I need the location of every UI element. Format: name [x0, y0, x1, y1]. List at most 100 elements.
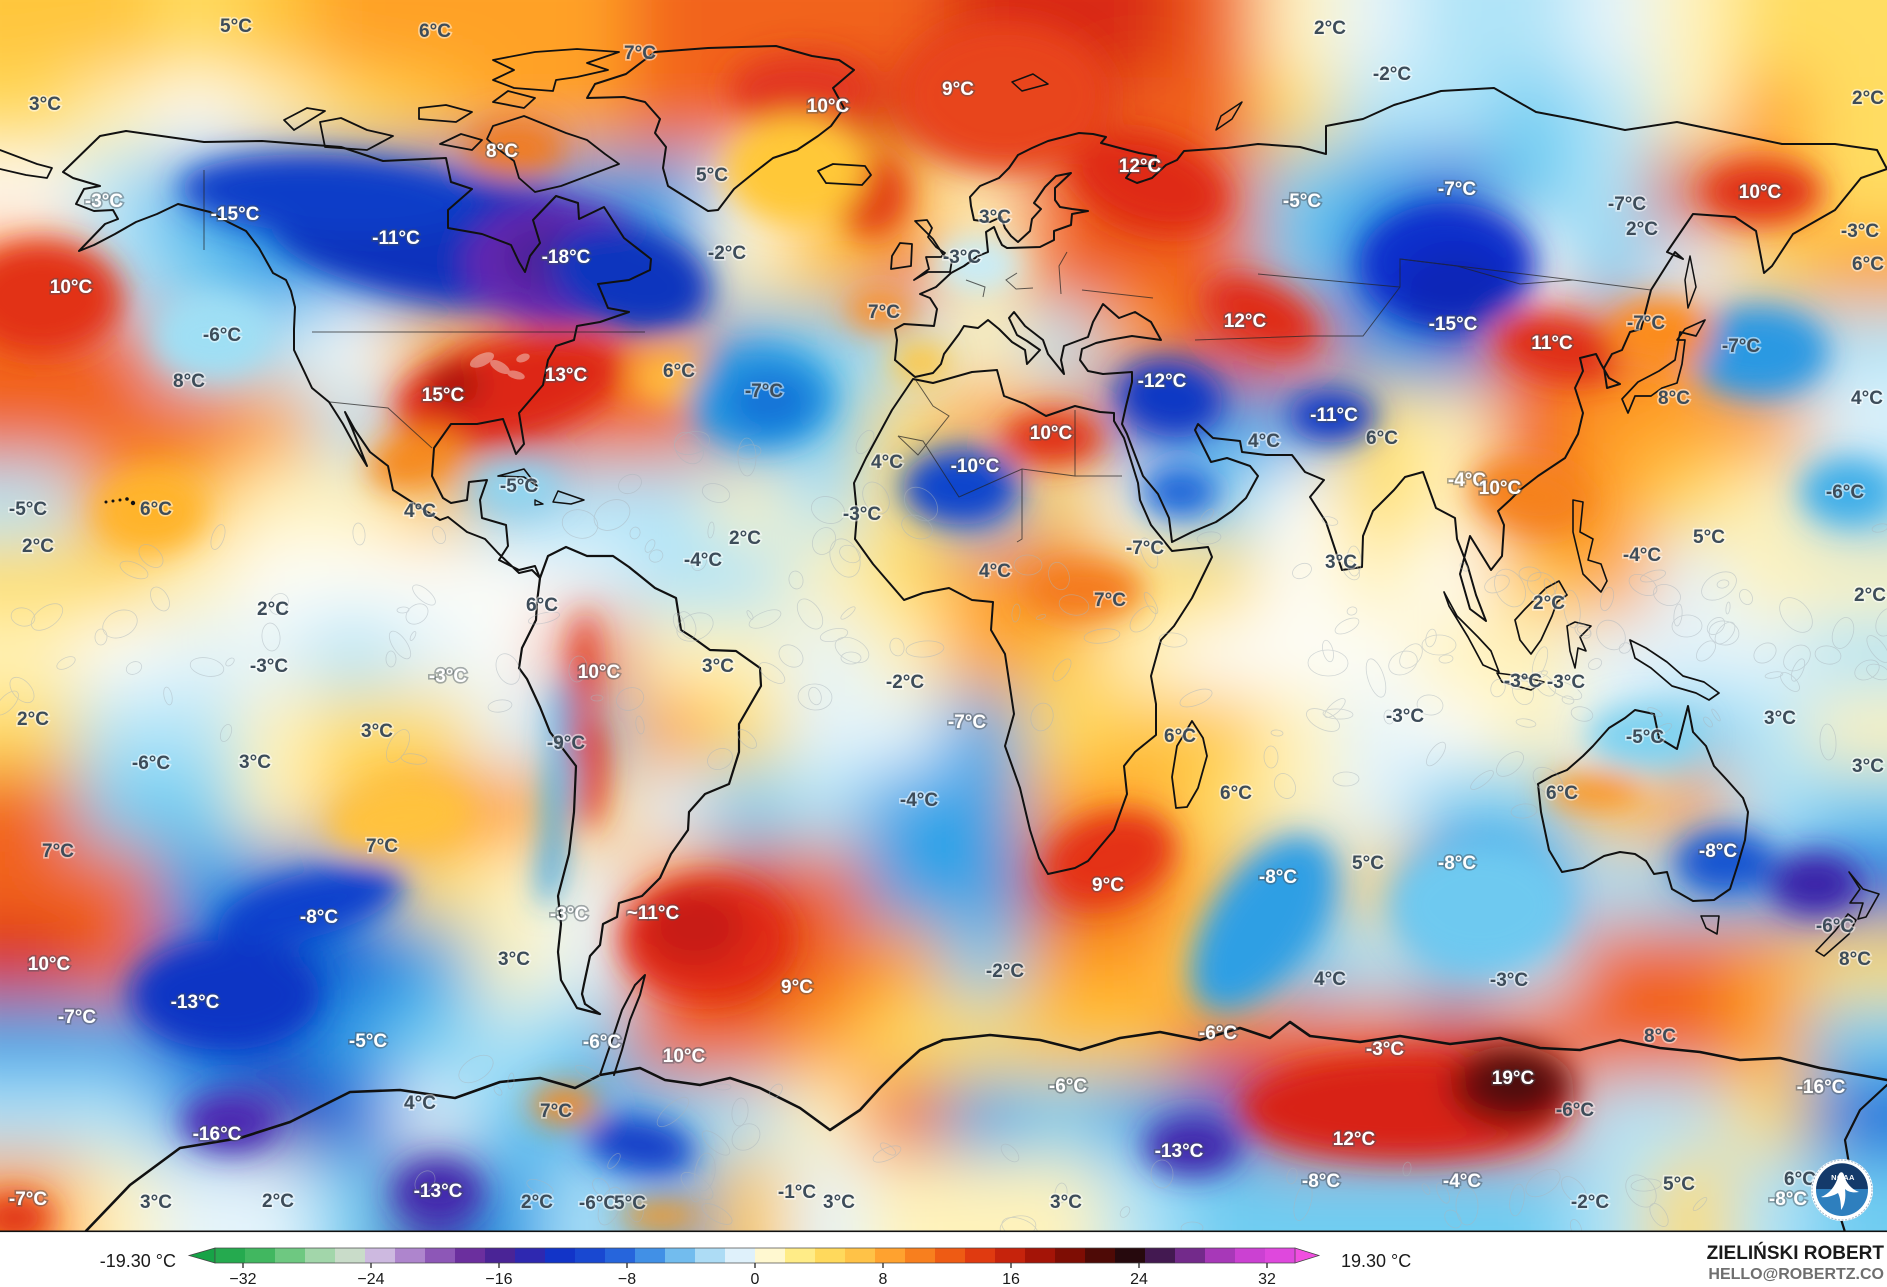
svg-text:2°C: 2°C — [1854, 585, 1886, 606]
svg-text:2°C: 2°C — [262, 1191, 294, 1212]
svg-text:6°C: 6°C — [1220, 783, 1252, 804]
svg-text:-8°C: -8°C — [1438, 853, 1476, 874]
svg-text:-3°C: -3°C — [1841, 221, 1879, 242]
svg-text:19.30 °C: 19.30 °C — [1341, 1251, 1411, 1271]
svg-text:-2°C: -2°C — [1571, 1192, 1609, 1213]
svg-text:3°C: 3°C — [1325, 552, 1357, 573]
svg-text:-2°C: -2°C — [708, 243, 746, 264]
svg-text:-4°C: -4°C — [1443, 1171, 1481, 1192]
svg-text:-7°C: -7°C — [745, 381, 783, 402]
svg-text:-7°C: -7°C — [58, 1007, 96, 1028]
svg-text:2°C: 2°C — [729, 528, 761, 549]
svg-text:7°C: 7°C — [42, 841, 74, 862]
svg-text:-15°C: -15°C — [1429, 314, 1478, 335]
svg-text:-5°C: -5°C — [500, 476, 538, 497]
svg-text:-16°C: -16°C — [1797, 1077, 1846, 1098]
svg-text:~11°C: ~11°C — [627, 903, 680, 924]
svg-text:9°C: 9°C — [781, 977, 813, 998]
svg-text:-11°C: -11°C — [1310, 405, 1358, 426]
svg-text:4°C: 4°C — [404, 1093, 436, 1114]
svg-text:6°C: 6°C — [1852, 254, 1884, 275]
svg-text:7°C: 7°C — [1094, 590, 1126, 611]
svg-text:8: 8 — [879, 1271, 888, 1287]
svg-text:-3°C: -3°C — [943, 247, 981, 268]
svg-text:16: 16 — [1002, 1271, 1020, 1287]
svg-text:-15°C: -15°C — [211, 204, 260, 225]
svg-text:4°C: 4°C — [979, 561, 1011, 582]
svg-text:8°C: 8°C — [1644, 1026, 1676, 1047]
svg-text:6°C: 6°C — [1546, 783, 1578, 804]
svg-text:-6°C: -6°C — [132, 753, 170, 774]
svg-text:8°C: 8°C — [1839, 949, 1871, 970]
svg-text:3°C: 3°C — [1852, 756, 1884, 777]
svg-text:−16: −16 — [485, 1271, 512, 1287]
svg-text:-3°C: -3°C — [1547, 672, 1585, 693]
svg-text:-4°C: -4°C — [684, 550, 722, 571]
svg-text:-7°C: -7°C — [1627, 313, 1665, 334]
svg-text:2°C: 2°C — [1852, 88, 1884, 109]
svg-text:-13°C: -13°C — [171, 992, 220, 1013]
svg-text:5°C: 5°C — [1352, 853, 1384, 874]
svg-text:-6°C: -6°C — [579, 1193, 617, 1214]
svg-text:10°C: 10°C — [807, 96, 850, 117]
svg-text:5°C: 5°C — [220, 16, 252, 37]
svg-text:5°C: 5°C — [696, 165, 728, 186]
svg-text:-6°C: -6°C — [1199, 1023, 1237, 1044]
svg-text:6°C: 6°C — [419, 21, 451, 42]
svg-text:4°C: 4°C — [1314, 969, 1346, 990]
svg-text:-5°C: -5°C — [9, 499, 47, 520]
svg-text:-7°C: -7°C — [948, 712, 986, 733]
svg-text:-3°C: -3°C — [429, 666, 467, 687]
svg-text:-3°C: -3°C — [85, 191, 123, 212]
svg-text:-2°C: -2°C — [1373, 64, 1411, 85]
svg-text:−32: −32 — [229, 1271, 256, 1287]
svg-text:4°C: 4°C — [1851, 388, 1883, 409]
svg-text:-7°C: -7°C — [1438, 179, 1476, 200]
svg-text:5°C: 5°C — [1663, 1174, 1695, 1195]
svg-text:24: 24 — [1130, 1271, 1148, 1287]
svg-text:-7°C: -7°C — [9, 1189, 47, 1210]
svg-text:3°C: 3°C — [498, 949, 530, 970]
svg-text:12°C: 12°C — [1224, 311, 1267, 332]
svg-text:−24: −24 — [357, 1271, 384, 1287]
svg-text:5°C: 5°C — [614, 1193, 646, 1214]
svg-text:3°C: 3°C — [702, 656, 734, 677]
svg-text:12°C: 12°C — [1333, 1129, 1376, 1150]
svg-text:15°C: 15°C — [422, 385, 465, 406]
svg-text:-8°C: -8°C — [1769, 1189, 1807, 1210]
svg-text:-6°C: -6°C — [203, 325, 241, 346]
svg-text:3°C: 3°C — [361, 721, 393, 742]
svg-text:3°C: 3°C — [979, 207, 1011, 228]
svg-text:ZIELIŃSKI ROBERT: ZIELIŃSKI ROBERT — [1707, 1242, 1885, 1264]
svg-text:-3°C: -3°C — [1490, 970, 1528, 991]
svg-text:7°C: 7°C — [540, 1101, 572, 1122]
svg-text:-1°C: -1°C — [778, 1182, 816, 1203]
svg-text:2°C: 2°C — [1533, 593, 1565, 614]
svg-text:-8°C: -8°C — [300, 907, 338, 928]
svg-text:-13°C: -13°C — [1155, 1141, 1204, 1162]
svg-text:-2°C: -2°C — [886, 672, 924, 693]
svg-text:-3°C: -3°C — [1504, 671, 1542, 692]
svg-text:8°C: 8°C — [173, 371, 205, 392]
svg-text:-11°C: -11°C — [372, 228, 420, 249]
svg-text:-6°C: -6°C — [1816, 916, 1854, 937]
svg-text:2°C: 2°C — [257, 599, 289, 620]
svg-text:-7°C: -7°C — [1126, 538, 1164, 559]
svg-text:4°C: 4°C — [871, 452, 903, 473]
svg-text:10°C: 10°C — [578, 662, 621, 683]
svg-text:9°C: 9°C — [942, 79, 974, 100]
svg-text:-3°C: -3°C — [550, 904, 588, 925]
svg-text:3°C: 3°C — [1764, 708, 1796, 729]
svg-text:2°C: 2°C — [521, 1192, 553, 1213]
svg-text:-3°C: -3°C — [1366, 1039, 1404, 1060]
svg-text:-5°C: -5°C — [1626, 727, 1664, 748]
svg-text:2°C: 2°C — [1626, 219, 1658, 240]
svg-text:12°C: 12°C — [1119, 156, 1162, 177]
svg-text:32: 32 — [1258, 1271, 1276, 1287]
svg-text:3°C: 3°C — [140, 1192, 172, 1213]
svg-text:-7°C: -7°C — [1722, 336, 1760, 357]
svg-text:3°C: 3°C — [823, 1192, 855, 1213]
svg-text:2°C: 2°C — [17, 709, 49, 730]
svg-text:-8°C: -8°C — [1302, 1171, 1340, 1192]
svg-text:HELLO@ROBERTZ.CO: HELLO@ROBERTZ.CO — [1708, 1266, 1884, 1283]
